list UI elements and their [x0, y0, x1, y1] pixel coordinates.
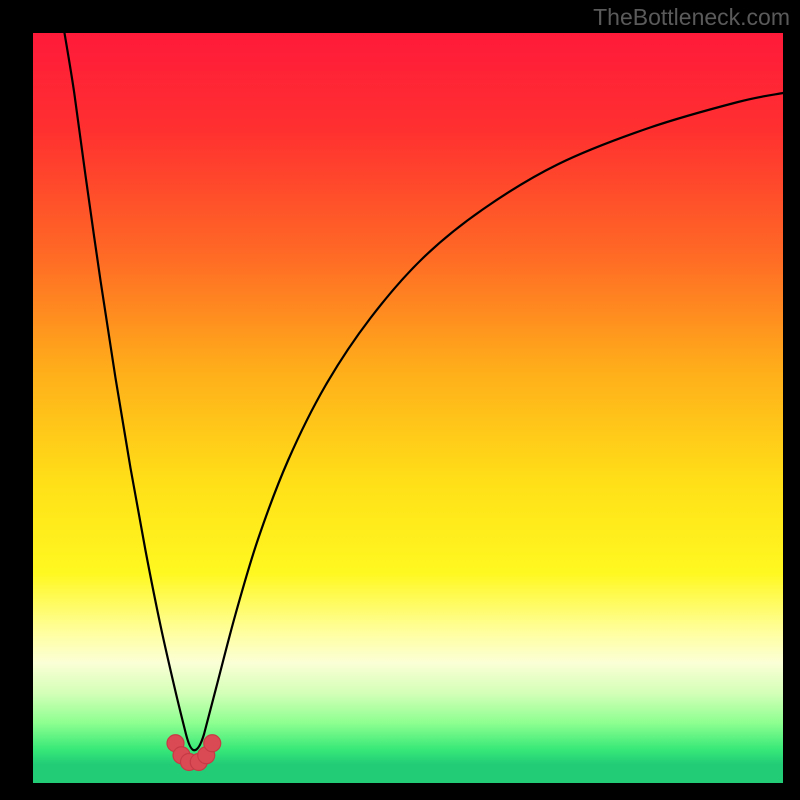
marker-dot: [204, 735, 221, 752]
bottleneck-chart: [0, 0, 800, 800]
attribution-watermark: TheBottleneck.com: [593, 4, 790, 31]
plot-gradient-background: [33, 33, 783, 783]
